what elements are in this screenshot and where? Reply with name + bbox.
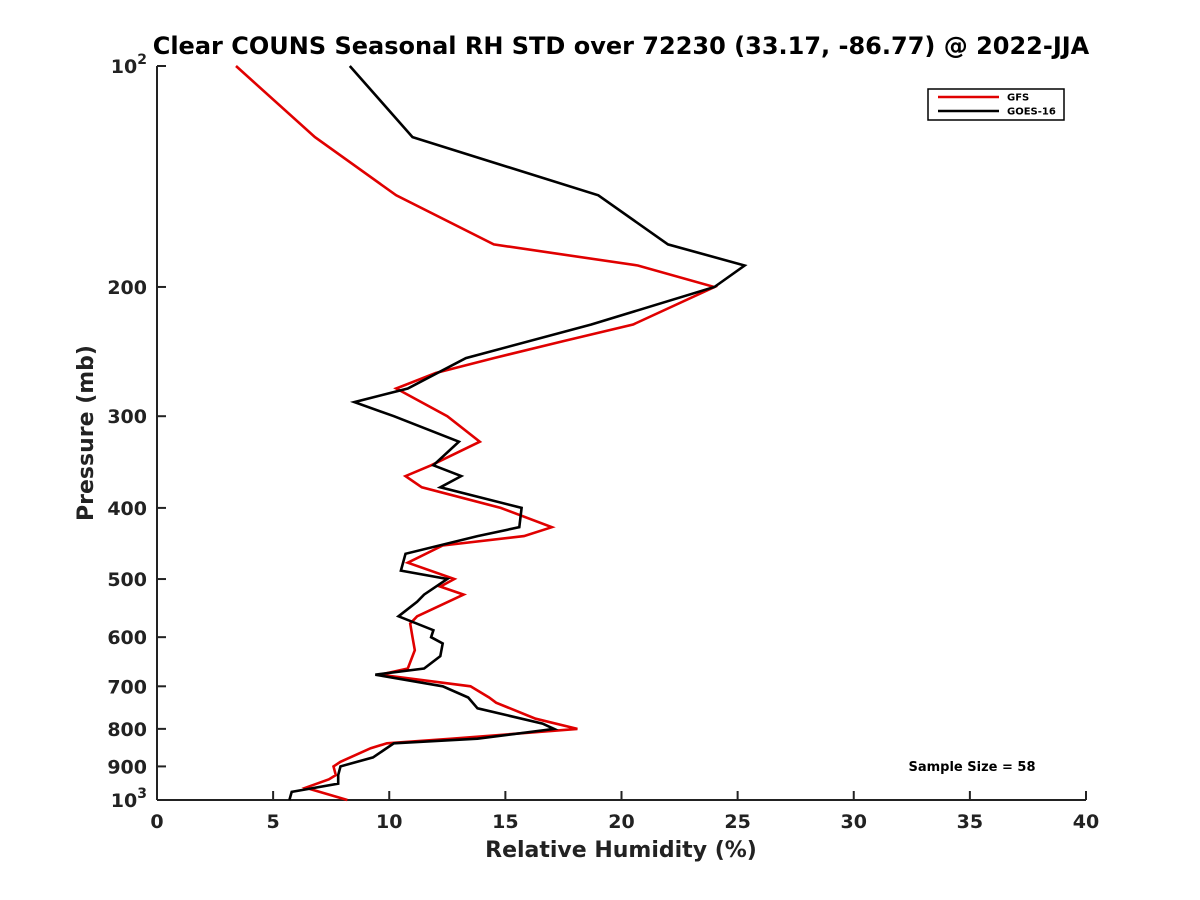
- y-tick-label: 400: [107, 498, 147, 520]
- y-tick-base: 10: [111, 790, 137, 812]
- y-tick-base: 10: [111, 56, 137, 78]
- y-tick-label: 102: [111, 52, 147, 78]
- y-tick-label: 200: [107, 277, 147, 299]
- x-tick-label: 20: [608, 811, 634, 833]
- x-tick-label: 0: [150, 811, 163, 833]
- x-tick-label: 35: [957, 811, 983, 833]
- y-tick-label: 103: [111, 786, 147, 812]
- axes: 0 5 10 15 20 25 30 35 40102200300400500600700800…: [107, 52, 1099, 833]
- x-axis-label: Relative Humidity (%): [485, 838, 757, 863]
- y-tick-label: 600: [107, 627, 147, 649]
- x-tick-label: 10: [376, 811, 402, 833]
- y-tick-label: 500: [107, 569, 147, 591]
- series-line-goes-16: [288, 65, 748, 801]
- y-tick-label: 900: [107, 756, 147, 778]
- legend-box: [927, 88, 1065, 121]
- x-tick-label: 25: [724, 811, 750, 833]
- legend-label: GOES-16: [1007, 107, 1056, 118]
- x-tick-label: 5: [267, 811, 280, 833]
- y-axis-label: Pressure (mb): [74, 345, 99, 521]
- x-tick-label: 30: [841, 811, 867, 833]
- legend: GFS GOES-16: [927, 88, 1065, 121]
- sample-size-annotation: Sample Size = 58: [908, 760, 1035, 775]
- series-layer: [235, 65, 748, 802]
- y-tick-label: 800: [107, 719, 147, 741]
- legend-label: GFS: [1007, 93, 1029, 104]
- x-tick-label: 40: [1073, 811, 1099, 833]
- x-tick-label: 15: [492, 811, 518, 833]
- y-tick-label: 700: [107, 676, 147, 698]
- chart-title: Clear COUNS Seasonal RH STD over 72230 (…: [153, 32, 1090, 60]
- y-tick-exponent: 2: [137, 52, 147, 68]
- y-tick-exponent: 3: [137, 786, 147, 802]
- y-tick-label: 300: [107, 406, 147, 428]
